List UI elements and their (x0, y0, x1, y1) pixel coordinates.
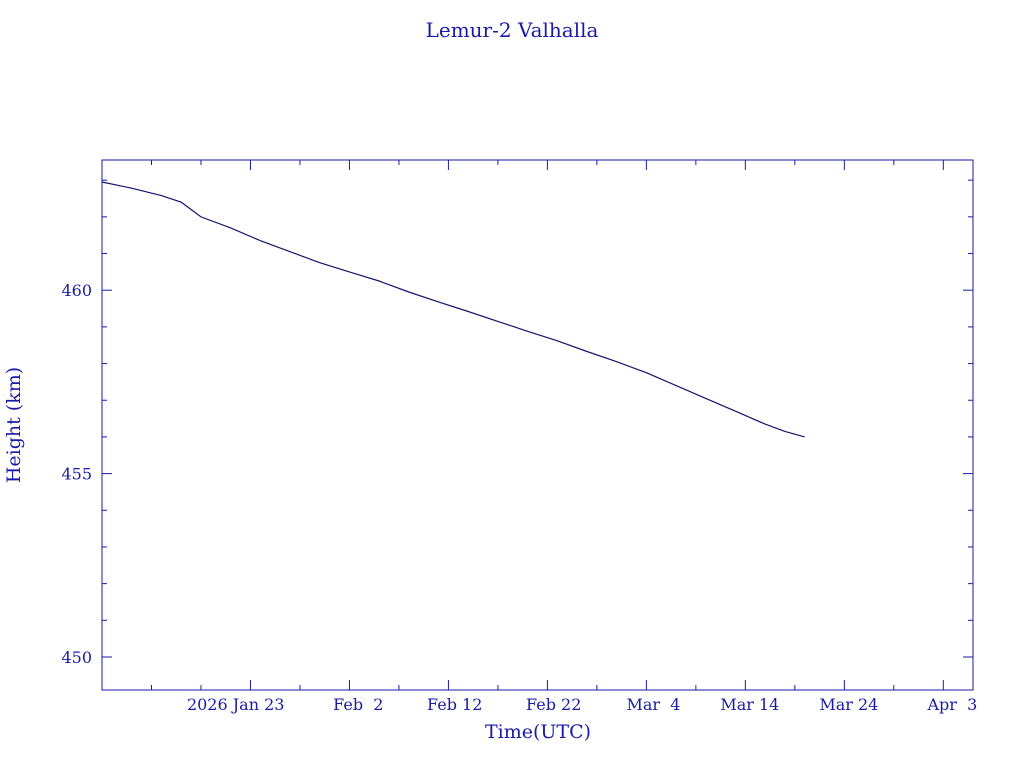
x-tick-label: Feb 12 (427, 695, 482, 714)
y-tick-label: 460 (61, 281, 92, 300)
y-tick-label: 450 (61, 648, 92, 667)
y-tick-labels: 450 455 460 (61, 281, 92, 667)
y-axis-label: Height (km) (3, 367, 25, 483)
x-axis-label: Time(UTC) (485, 721, 591, 743)
x-tick-labels: 2026 Jan 23 Feb 2 Feb 12 Feb 22 Mar 4 Mar 14 M… (187, 695, 977, 714)
x-tick-label: Mar 4 (626, 695, 680, 714)
x-tick-label: Mar 14 (720, 695, 779, 714)
x-tick-label: Feb 22 (526, 695, 581, 714)
x-tick-label: Apr 3 (927, 695, 978, 714)
plot-frame (101, 159, 974, 691)
chart-title: Lemur-2 Valhalla (426, 18, 599, 42)
x-tick-label: Feb 2 (333, 695, 383, 714)
y-tick-label: 455 (61, 465, 92, 484)
axis-ticks (101, 160, 973, 690)
x-tick-label: 2026 Jan 23 (187, 695, 285, 714)
x-tick-label: Mar 24 (819, 695, 878, 714)
series-line (101, 181, 805, 438)
